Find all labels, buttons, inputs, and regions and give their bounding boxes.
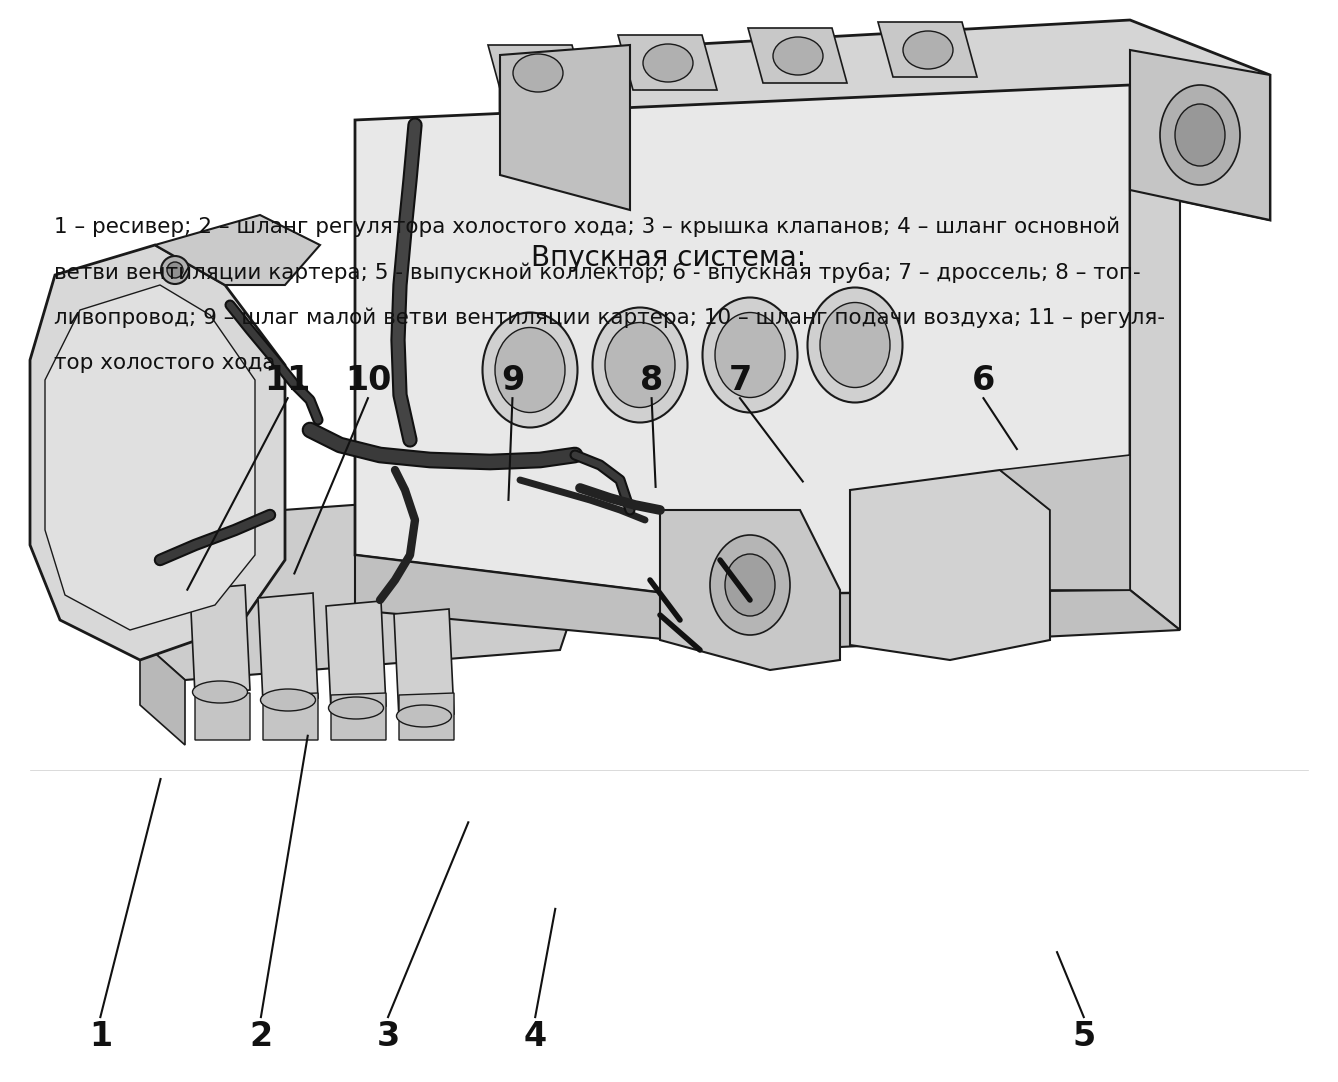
Ellipse shape [702,298,797,412]
Text: тор холостого хода: тор холостого хода [54,353,276,372]
Ellipse shape [710,535,789,635]
Text: Впускная система:: Впускная система: [531,243,807,272]
Text: 1 – ресивер; 2 – шланг регулятора холостого хода; 3 – крышка клапанов; 4 – шланг: 1 – ресивер; 2 – шланг регулятора холост… [54,216,1120,237]
Polygon shape [618,35,717,90]
Text: 4: 4 [523,1020,547,1053]
Ellipse shape [495,328,565,412]
Polygon shape [190,585,250,695]
Text: ветви вентиляции картера; 5 - выпускной коллектор; 6 - впускная труба; 7 – дросс: ветви вентиляции картера; 5 - выпускной … [54,262,1140,282]
Polygon shape [355,555,1180,650]
Polygon shape [330,692,385,740]
Ellipse shape [167,262,183,278]
Ellipse shape [644,44,693,82]
Ellipse shape [808,288,903,403]
Polygon shape [258,593,318,703]
Polygon shape [355,85,1131,595]
Polygon shape [264,692,318,740]
Polygon shape [29,245,285,660]
Text: 3: 3 [376,1020,400,1053]
Ellipse shape [396,705,451,727]
Ellipse shape [1175,104,1226,166]
Bar [0,0,1338,760]
Ellipse shape [161,256,189,283]
Polygon shape [500,19,1270,220]
Ellipse shape [714,313,785,397]
Polygon shape [140,639,185,745]
Text: 5: 5 [1072,1020,1096,1053]
Text: ливопровод; 9 – шлаг малой ветви вентиляции картера; 10 – шланг подачи воздуха; : ливопровод; 9 – шлаг малой ветви вентиля… [54,307,1164,328]
Ellipse shape [483,313,578,427]
Polygon shape [393,609,454,720]
Ellipse shape [725,554,775,616]
Polygon shape [326,601,385,711]
Text: 1: 1 [88,1020,112,1053]
Polygon shape [1131,50,1270,220]
Polygon shape [140,490,579,679]
Ellipse shape [903,31,953,69]
Ellipse shape [820,303,890,387]
Ellipse shape [512,54,563,92]
Text: 2: 2 [249,1020,273,1053]
Polygon shape [488,45,587,100]
Polygon shape [399,692,454,740]
Polygon shape [1131,85,1180,630]
Ellipse shape [605,322,674,408]
Text: 6: 6 [971,365,995,397]
Ellipse shape [261,689,316,711]
Text: 9: 9 [500,365,524,397]
Text: 7: 7 [728,365,752,397]
Polygon shape [999,456,1131,590]
Ellipse shape [773,37,823,75]
Ellipse shape [1160,85,1240,185]
Polygon shape [45,285,256,630]
Polygon shape [195,692,250,740]
Polygon shape [748,28,847,83]
Ellipse shape [193,681,248,703]
Ellipse shape [593,307,688,422]
Ellipse shape [329,697,384,720]
Polygon shape [500,45,630,210]
Polygon shape [850,470,1050,660]
Polygon shape [660,510,840,670]
Text: 10: 10 [345,365,391,397]
Text: 8: 8 [640,365,664,397]
Polygon shape [155,215,320,285]
Polygon shape [878,22,977,77]
Text: 11: 11 [265,365,310,397]
